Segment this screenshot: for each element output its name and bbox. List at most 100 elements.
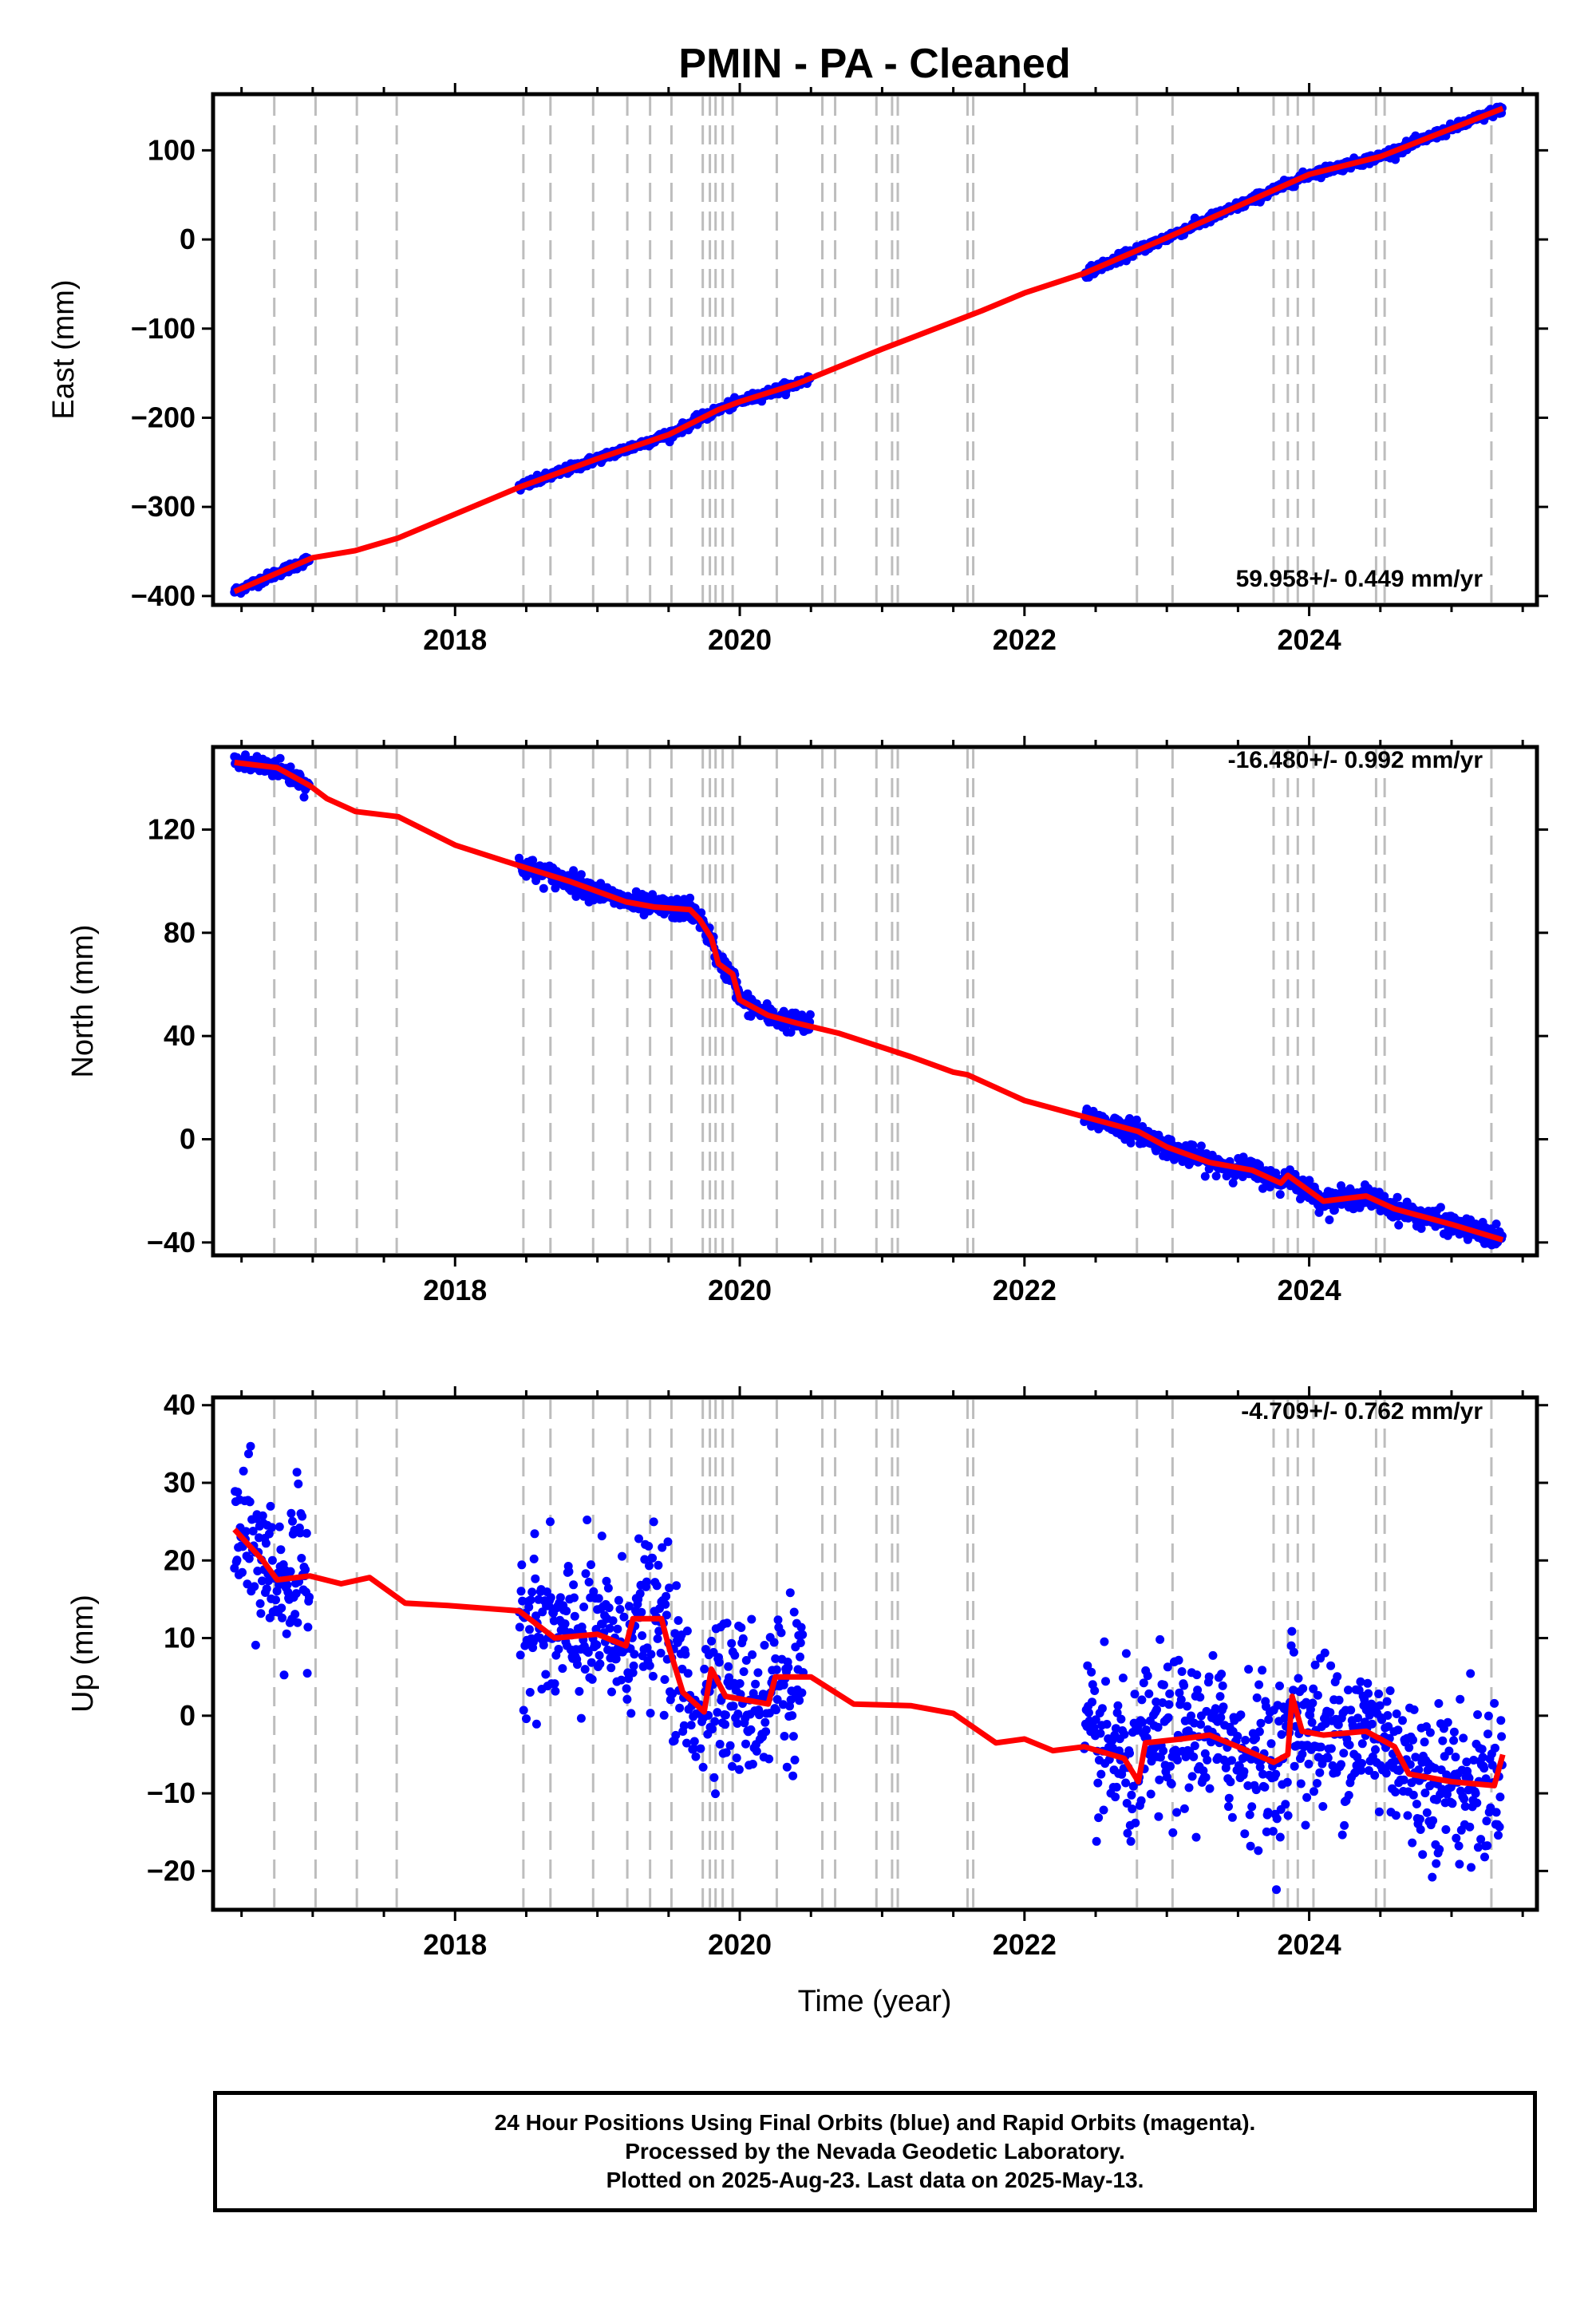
data-point [735,1679,745,1688]
data-point [1287,1626,1297,1636]
data-point [232,1555,242,1565]
data-point [1218,1681,1227,1690]
data-point [638,1631,647,1640]
data-point [662,1611,671,1620]
data-point [522,1714,531,1724]
data-point [290,1610,300,1619]
data-point [722,1618,732,1628]
data-point [579,1603,589,1611]
data-point [725,1673,733,1682]
data-point [721,1748,731,1757]
data-point [1480,1852,1489,1862]
data-point [573,1660,582,1670]
data-point [646,1709,655,1718]
data-point [1467,1863,1476,1872]
data-point [288,1516,297,1526]
data-point [708,1725,717,1734]
data-point [1211,1172,1221,1181]
rate-annotation: -16.480+/- 0.992 mm/yr [1228,747,1483,773]
data-point [1102,1720,1112,1729]
data-point [1245,1810,1254,1820]
data-point [525,1625,534,1634]
panel-up: 2018 2020 2022 2024 −20 −10 0 10 20 30 40 Up (mm) -4… [66,1386,1548,1961]
data-point [305,1592,314,1602]
data-point [286,1508,296,1518]
data-point [685,893,695,903]
data-point [1123,1828,1132,1838]
data-point [653,1634,662,1643]
x-tick-label: 2022 [993,1928,1057,1961]
data-point [1434,1699,1444,1708]
data-point [1393,1725,1403,1735]
data-point [1353,1713,1363,1723]
data-point [1415,1814,1424,1824]
data-point [555,1593,565,1603]
y-axis-label: Up (mm) [66,1595,100,1713]
data-point [1454,1841,1464,1851]
data-point [721,1720,730,1729]
data-point [679,1721,689,1730]
data-point [805,1010,815,1019]
data-point [301,1565,310,1575]
data-point [1153,1722,1163,1732]
data-point [292,1468,302,1477]
data-point [1385,1686,1395,1695]
data-point [1495,1792,1505,1802]
data-point [1344,1791,1353,1800]
data-point [1262,1827,1271,1836]
data-point [700,1664,709,1674]
data-point [261,1539,271,1548]
data-point [233,1488,243,1497]
data-point [1310,1660,1320,1670]
data-point [1481,1774,1491,1784]
data-point [764,1754,774,1764]
x-tick-label: 2024 [1278,1274,1341,1306]
data-point [710,1717,720,1726]
data-point [1252,1693,1262,1702]
data-point [1345,1741,1354,1749]
data-point [551,1686,560,1696]
data-point [1491,1219,1501,1229]
data-point [1271,1769,1281,1779]
data-point [760,1717,770,1727]
data-point [755,1710,764,1720]
data-point [583,1516,592,1524]
data-point [1333,1720,1343,1729]
data-point [275,1522,284,1531]
data-point [1224,1793,1234,1803]
data-point [737,1623,746,1632]
data-point [1227,1756,1236,1765]
data-point [594,1594,603,1603]
data-point [1326,1744,1336,1753]
data-point [1422,1808,1432,1817]
data-point [1244,1665,1254,1674]
data-point [258,1576,267,1586]
data-point [608,1616,618,1626]
data-point [1208,1650,1218,1660]
data-point [539,883,548,893]
data-point [1166,1761,1175,1771]
x-tick-label: 2024 [1278,623,1341,656]
data-point [661,1599,670,1609]
data-point [790,1755,800,1765]
data-point [1241,1736,1250,1745]
data-point [1272,1885,1281,1895]
data-point [634,1534,643,1543]
data-point [1216,1713,1226,1722]
data-point [1143,1671,1152,1681]
data-point [637,1607,646,1617]
data-point [772,1665,781,1674]
data-point [1094,1813,1104,1823]
data-point [1138,1717,1148,1727]
data-point [1195,1693,1205,1702]
data-point [1204,1672,1214,1682]
data-point [1128,1804,1137,1814]
data-point [1205,1784,1215,1793]
data-point [1364,1689,1373,1698]
data-point [1302,1697,1311,1707]
data-point [1451,1753,1460,1762]
data-point [1459,1733,1468,1743]
data-point [1159,1680,1168,1690]
data-point [1097,1704,1107,1713]
data-point [607,1687,616,1697]
